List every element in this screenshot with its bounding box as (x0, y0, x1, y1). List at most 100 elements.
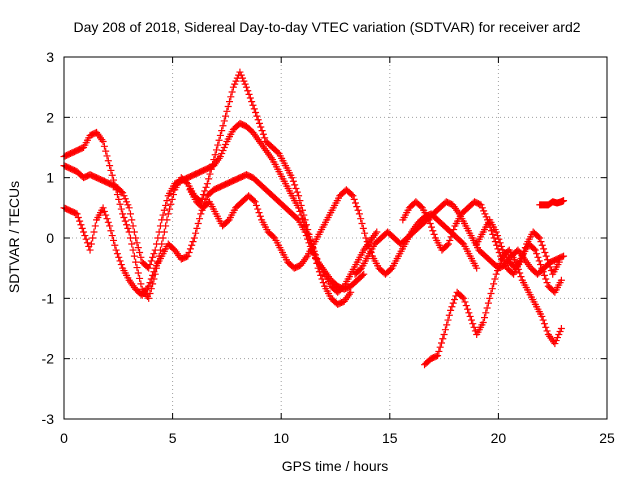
data-point (80, 228, 88, 236)
data-point (494, 232, 502, 240)
data-point (206, 170, 214, 178)
data-point (202, 183, 210, 191)
data-point (163, 197, 171, 205)
data-point (358, 271, 366, 279)
data-point (441, 326, 449, 334)
data-point (551, 340, 559, 348)
data-point (560, 252, 568, 260)
data-point (556, 328, 564, 336)
data-point (211, 151, 219, 159)
data-point (73, 210, 81, 218)
data-point (133, 264, 141, 272)
data-point (469, 320, 477, 328)
data-point (428, 223, 436, 231)
data-point (435, 347, 443, 355)
data-point (360, 270, 368, 278)
data-point (107, 227, 115, 235)
data-point (72, 209, 80, 217)
data-point (319, 279, 327, 287)
y-tick-label: -2 (42, 351, 55, 367)
data-point (224, 102, 232, 110)
data-point (110, 236, 118, 244)
chart-title: Day 208 of 2018, Sidereal Day-to-day VTE… (73, 19, 580, 35)
data-point (256, 212, 264, 220)
data-point (222, 112, 230, 120)
data-point (464, 305, 472, 313)
data-point (113, 191, 121, 199)
data-point (156, 222, 164, 230)
data-point (417, 203, 425, 211)
data-point (146, 261, 154, 269)
data-point (132, 258, 140, 266)
data-point (482, 309, 490, 317)
data-point (245, 90, 253, 98)
data-point (130, 252, 138, 260)
data-point (201, 187, 209, 195)
data-point (240, 77, 248, 85)
data-point (219, 122, 227, 130)
x-tick-label: 0 (60, 430, 68, 446)
data-point (78, 224, 86, 232)
data-point (536, 234, 544, 242)
data-point (448, 303, 456, 311)
data-point (91, 222, 99, 230)
data-point (440, 331, 448, 339)
data-point (89, 234, 97, 242)
data-point (227, 93, 235, 101)
data-point (102, 211, 110, 219)
data-point (436, 343, 444, 351)
data-point (450, 226, 458, 234)
y-tick-labels: -3 -2 -1 0 1 2 3 (42, 49, 55, 427)
y-tick-label: 1 (46, 170, 54, 186)
data-point (531, 246, 539, 254)
data-point (482, 213, 490, 221)
data-point (76, 217, 84, 225)
data-point (151, 246, 159, 254)
data-point (124, 224, 132, 232)
data-point (495, 235, 503, 243)
data-point (116, 200, 124, 208)
data-point (189, 238, 197, 246)
data-point (168, 195, 176, 203)
data-point (445, 311, 453, 319)
data-point (255, 209, 263, 217)
data-point (128, 216, 136, 224)
data-point (167, 200, 175, 208)
data-point (192, 229, 200, 237)
data-point (289, 177, 297, 185)
data-point (248, 98, 256, 106)
data-point (425, 216, 433, 224)
y-tick-label: 0 (46, 230, 54, 246)
data-point (258, 127, 266, 135)
series-track-d (186, 186, 481, 278)
data-point (250, 197, 258, 205)
data-point (133, 239, 141, 247)
data-point (146, 279, 154, 287)
data-point (304, 235, 312, 243)
data-point (81, 232, 89, 240)
data-point (373, 228, 381, 236)
data-point (223, 107, 231, 115)
data-point (146, 290, 154, 298)
data-point (538, 312, 546, 320)
data-point (533, 250, 541, 258)
data-point (107, 166, 115, 174)
data-point (484, 299, 492, 307)
data-point (348, 191, 356, 199)
data-point (134, 269, 142, 277)
data-point (430, 230, 438, 238)
data-point (560, 197, 568, 205)
data-point (249, 101, 257, 109)
x-tick-label: 20 (491, 430, 507, 446)
data-point (123, 198, 131, 206)
data-point (542, 275, 550, 283)
data-point (130, 228, 138, 236)
data-point (113, 250, 121, 258)
data-point (426, 220, 434, 228)
data-point (354, 206, 362, 214)
data-point (214, 141, 222, 149)
data-point (365, 241, 373, 249)
axis-ticks (63, 56, 608, 420)
data-point (487, 290, 495, 298)
data-point (147, 275, 155, 283)
